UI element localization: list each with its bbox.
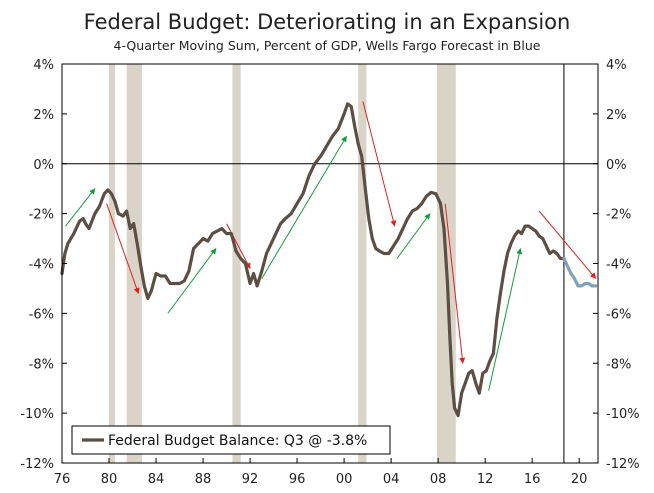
y-tick-label-right: -4% <box>606 258 631 273</box>
y-tick-label-right: 4% <box>606 58 627 73</box>
trend-arrow-down <box>444 203 466 364</box>
trend-arrow-up <box>261 135 347 279</box>
chart-subtitle: 4-Quarter Moving Sum, Percent of GDP, We… <box>114 38 541 53</box>
y-tick-label-left: 4% <box>33 58 54 73</box>
trend-arrow-up <box>488 247 523 391</box>
y-tick-label-right: -10% <box>606 407 640 422</box>
y-tick-label-left: -4% <box>29 258 54 273</box>
x-tick-label: 96 <box>289 472 306 487</box>
x-tick-label: 00 <box>336 472 353 487</box>
y-tick-label-right: -6% <box>606 307 631 322</box>
y-tick-label-left: -10% <box>20 407 54 422</box>
series-line-forecast <box>562 256 598 288</box>
x-tick-label: 04 <box>383 472 400 487</box>
x-tick-label: 20 <box>571 472 588 487</box>
trend-arrow-up <box>65 188 96 227</box>
y-tick-label-right: -12% <box>606 457 640 472</box>
legend-box <box>71 425 391 455</box>
trend-arrow-up <box>396 213 431 259</box>
y-tick-label-right: 0% <box>606 158 627 173</box>
x-tick-label: 76 <box>54 472 71 487</box>
y-tick-label-left: 2% <box>33 108 54 123</box>
y-tick-label-left: -8% <box>29 357 54 372</box>
recession-bar <box>232 64 241 463</box>
y-tick-label-left: 0% <box>33 158 54 173</box>
x-tick-label: 84 <box>148 472 165 487</box>
x-tick-label: 12 <box>477 472 494 487</box>
plot-area: 4% 4% 2% 2% 0% 0% -2% -2% -4% -4% -6% -6% -8% -8% -10%… <box>20 58 639 487</box>
x-tick-label: 16 <box>524 472 541 487</box>
x-tick-label: 88 <box>195 472 212 487</box>
y-tick-label-left: -12% <box>20 457 54 472</box>
chart-title: Federal Budget: Deteriorating in an Expa… <box>84 10 571 34</box>
x-tick-label: 08 <box>430 472 447 487</box>
y-tick-label-left: -6% <box>29 307 54 322</box>
trend-arrow-down <box>106 203 140 294</box>
y-tick-label-right: -2% <box>606 208 631 223</box>
trend-arrow-down <box>362 101 397 227</box>
y-tick-label-right: 2% <box>606 108 627 123</box>
recession-bar <box>109 64 115 463</box>
recession-bar <box>358 64 367 463</box>
trend-arrow-down <box>226 223 251 270</box>
series-line-actual <box>60 102 566 418</box>
y-tick-label-left: -2% <box>29 208 54 223</box>
plot-frame <box>61 63 599 464</box>
x-tick-label: 80 <box>101 472 118 487</box>
trend-arrow-down <box>538 210 597 279</box>
trend-arrow-up <box>167 248 217 314</box>
legend-label: Federal Budget Balance: Q3 @ -3.8% <box>108 433 367 449</box>
x-tick-label: 92 <box>242 472 259 487</box>
y-tick-label-right: -8% <box>606 357 631 372</box>
